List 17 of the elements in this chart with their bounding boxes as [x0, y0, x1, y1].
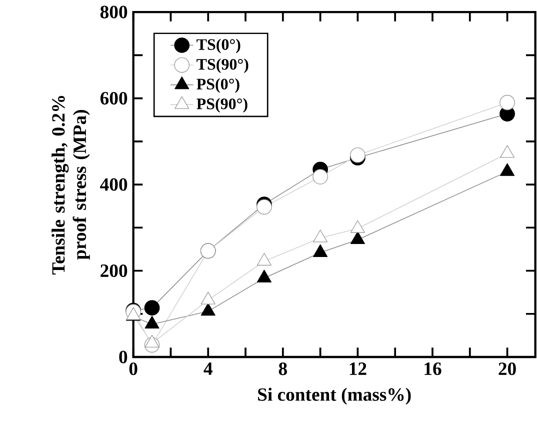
- y-tick-label: 800: [100, 6, 128, 18]
- legend-label: TS(90°): [196, 58, 248, 73]
- x-tick-label: 4: [204, 362, 212, 375]
- x-tick-label: 20: [498, 362, 516, 376]
- y-axis-title: Tensile strength, 0.2% proof stress (MPa): [52, 96, 90, 274]
- x-tick-label: 8: [278, 362, 287, 376]
- y-tick-label: 0: [119, 350, 128, 364]
- y-tick-label: 400: [100, 178, 128, 191]
- legend-label: PS(90°): [196, 98, 248, 113]
- x-tick-label: 12: [350, 362, 366, 375]
- legend-label: TS(0°): [196, 38, 240, 54]
- y-tick-label: 200: [100, 264, 128, 278]
- x-tick-label: 16: [424, 362, 442, 376]
- x-tick-label: 0: [129, 362, 138, 376]
- y-tick-label: 600: [100, 92, 128, 105]
- legend-label: PS(0°): [196, 78, 240, 93]
- x-axis-title: Si content (mass%): [258, 388, 411, 405]
